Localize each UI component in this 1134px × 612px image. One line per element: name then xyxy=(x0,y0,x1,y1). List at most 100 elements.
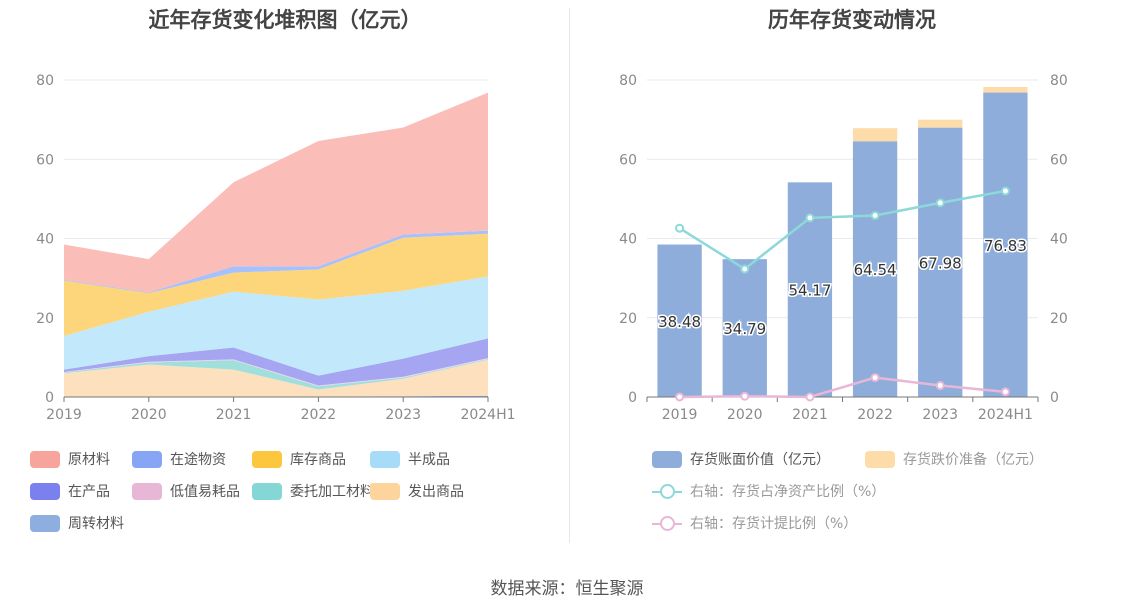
bar-value-label: 64.54 xyxy=(854,261,897,279)
legend-item[interactable]: 在途物资 xyxy=(132,449,226,469)
y-tick-label: 60 xyxy=(36,152,54,168)
legend-swatch xyxy=(252,482,282,500)
legend-label: 半成品 xyxy=(408,452,450,468)
legend-item[interactable]: 原材料 xyxy=(30,449,110,469)
legend-item[interactable]: 半成品 xyxy=(370,449,450,469)
legend-swatch xyxy=(865,450,895,468)
legend-swatch xyxy=(30,482,60,500)
y2-tick-label: 0 xyxy=(1050,390,1059,406)
legend-item[interactable]: 周转材料 xyxy=(30,513,124,533)
legend-label: 在途物资 xyxy=(170,452,226,468)
x-tick-label: 2021 xyxy=(216,407,252,420)
line-point-0-2022 xyxy=(870,211,880,221)
x-tick-label: 2021 xyxy=(792,407,828,420)
bar-0-2024H1 xyxy=(983,92,1028,397)
area-在产品 xyxy=(64,338,488,386)
legend-item[interactable]: 存货跌价准备（亿元） xyxy=(865,449,1043,469)
bar-0-2019 xyxy=(657,244,702,397)
legend-item[interactable]: 右轴：存货计提比例（%） xyxy=(652,513,857,533)
x-tick-label: 2020 xyxy=(131,407,167,420)
legend-label: 委托加工材料 xyxy=(290,484,374,500)
legend-swatch xyxy=(252,450,282,468)
legend-swatch xyxy=(652,515,682,532)
data-source-label: 数据来源：恒生聚源 xyxy=(490,579,644,599)
line-point-1-2022 xyxy=(870,373,880,383)
y-tick-label: 80 xyxy=(619,73,637,89)
legend-item[interactable]: 库存商品 xyxy=(252,449,346,469)
line-point-1-2020 xyxy=(740,391,750,401)
line-series-1 xyxy=(679,376,1006,399)
bar-value-label: 38.48 xyxy=(658,313,701,331)
x-tick-label: 2020 xyxy=(727,407,763,420)
bar-value-label: 54.17 xyxy=(788,282,831,300)
stack-chart-title: 近年存货变化堆积图（亿元） xyxy=(148,8,422,32)
area-原材料 xyxy=(64,92,488,293)
legend-label: 右轴：存货占净资产比例（%） xyxy=(690,484,886,500)
area-库存商品 xyxy=(64,233,488,336)
x-tick-label: 2024H1 xyxy=(978,407,1033,420)
bar-1-2023 xyxy=(918,119,963,128)
legend-label: 低值易耗品 xyxy=(170,484,240,500)
legend-swatch xyxy=(132,450,162,468)
y2-tick-label: 80 xyxy=(1050,73,1068,89)
bar-0-2022 xyxy=(852,141,898,397)
line-point-0-2019 xyxy=(675,223,685,233)
line-point-1-2024H1 xyxy=(1000,387,1010,397)
legend-item[interactable]: 委托加工材料 xyxy=(252,481,374,501)
x-tick-label: 2022 xyxy=(857,407,893,420)
legend-label: 库存商品 xyxy=(290,452,346,468)
line-point-0-2023 xyxy=(935,198,945,208)
x-tick-label: 2022 xyxy=(301,407,337,420)
line-point-1-2021 xyxy=(805,392,815,402)
legend-label: 存货账面价值（亿元） xyxy=(690,452,830,468)
legend-label: 周转材料 xyxy=(68,516,124,532)
y-tick-label: 40 xyxy=(619,232,637,248)
line-point-0-2024H1 xyxy=(1000,186,1010,196)
y-tick-label: 60 xyxy=(619,152,637,168)
y-tick-label: 40 xyxy=(36,232,54,248)
legend-item[interactable]: 发出商品 xyxy=(370,481,464,501)
legend-label: 发出商品 xyxy=(408,484,464,500)
bar-0-2023 xyxy=(918,127,963,398)
inventory-change-panel: 历年存货变动情况 0 0 20 20 40 40 60 60 80 80 2019 2020 2021 2… xyxy=(570,0,1134,560)
x-tick-label: 2023 xyxy=(922,407,958,420)
panel-divider xyxy=(569,8,570,543)
area-发出商品 xyxy=(64,359,488,397)
legend-swatch xyxy=(370,450,400,468)
y-tick-label: 20 xyxy=(36,311,54,327)
legend-item[interactable]: 在产品 xyxy=(30,481,110,501)
legend-swatch xyxy=(652,450,682,468)
x-tick-label: 2024H1 xyxy=(460,407,515,420)
legend-swatch xyxy=(30,514,60,532)
legend-label: 存货跌价准备（亿元） xyxy=(903,452,1043,468)
y2-tick-label: 40 xyxy=(1050,232,1068,248)
change-chart-legend: 存货账面价值（亿元） 存货跌价准备（亿元） 右轴：存货占净资产比例（%） 右轴：存货计… xyxy=(570,0,1134,560)
line-point-1-2023 xyxy=(935,381,945,391)
bar-1-2022 xyxy=(852,128,898,142)
area-低值易耗品 xyxy=(64,358,488,387)
line-point-0-2020 xyxy=(740,264,750,274)
area-半成品 xyxy=(64,276,488,376)
legend-swatch xyxy=(652,483,682,500)
legend-swatch xyxy=(370,482,400,500)
y-tick-label: 20 xyxy=(619,311,637,327)
bar-value-label: 76.83 xyxy=(984,237,1027,255)
legend-item[interactable]: 低值易耗品 xyxy=(132,481,240,501)
x-tick-label: 2019 xyxy=(662,407,698,420)
y-tick-label: 80 xyxy=(36,73,54,89)
change-chart-title: 历年存货变动情况 xyxy=(768,8,936,32)
bar-value-label: 67.98 xyxy=(919,254,962,272)
legend-item[interactable]: 存货账面价值（亿元） xyxy=(652,449,830,469)
x-tick-label: 2019 xyxy=(46,407,82,420)
area-委托加工材料 xyxy=(64,358,488,390)
line-point-1-2019 xyxy=(675,392,685,402)
bar-value-label: 34.79 xyxy=(723,320,766,338)
legend-swatch xyxy=(132,482,162,500)
bar-1-2024H1 xyxy=(983,87,1028,93)
y-tick-label: 0 xyxy=(628,390,637,406)
inventory-stack-panel: 近年存货变化堆积图（亿元） 0 20 40 60 80 2019 2020 2021 2022 2… xyxy=(0,0,570,560)
stack-area-chart: 0 20 40 60 80 2019 2020 2021 2022 2023 2024H1 xyxy=(36,73,515,420)
y2-tick-label: 60 xyxy=(1050,152,1068,168)
legend-item[interactable]: 右轴：存货占净资产比例（%） xyxy=(652,481,885,501)
